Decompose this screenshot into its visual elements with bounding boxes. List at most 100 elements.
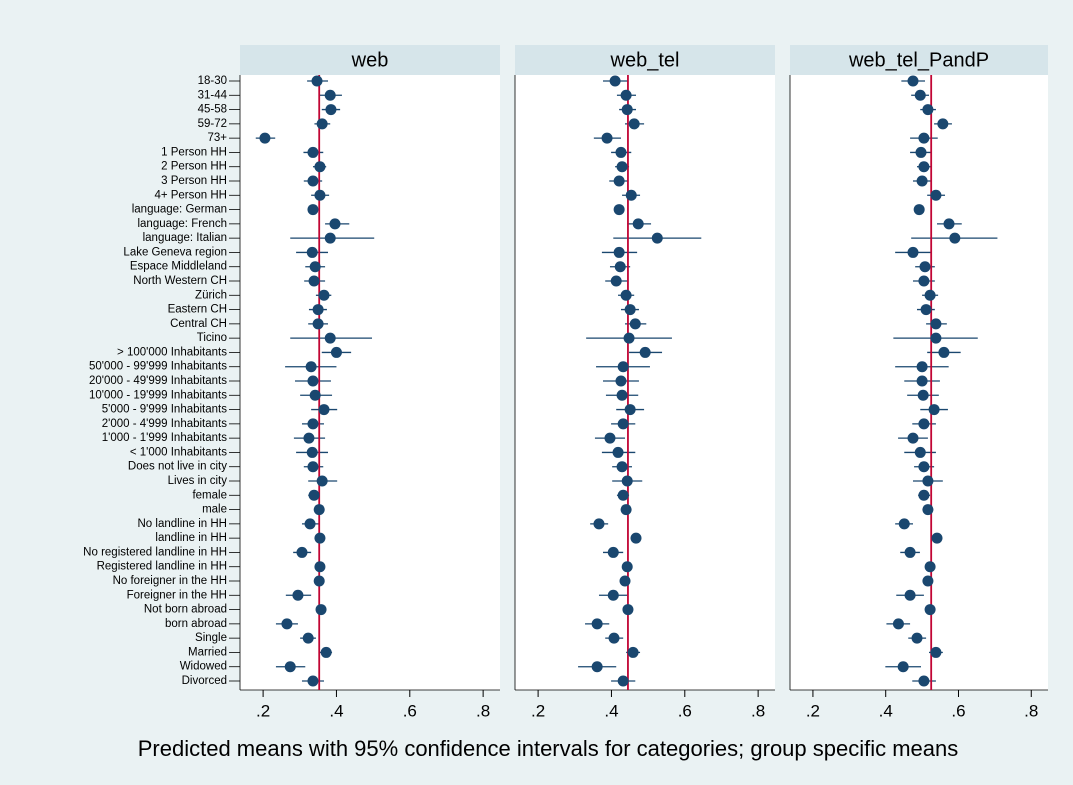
mean-dot [324, 332, 336, 344]
mean-dot [314, 189, 326, 201]
mean-dot [920, 304, 932, 316]
mean-dot [614, 261, 626, 273]
category-label: 45-58 [198, 104, 227, 116]
mean-dot [610, 275, 622, 287]
mean-dot [924, 289, 936, 301]
category-label: < 1'000 Inhabitants [130, 446, 227, 458]
mean-dot [284, 661, 296, 673]
x-tick-label: .4 [879, 701, 893, 720]
mean-dot [593, 518, 605, 530]
mean-dot [930, 318, 942, 330]
panel-header [240, 45, 500, 75]
mean-dot [911, 632, 923, 644]
mean-dot [309, 261, 321, 273]
mean-dot [312, 304, 324, 316]
mean-dot [904, 546, 916, 558]
mean-dot [619, 575, 631, 587]
mean-dot [601, 132, 613, 144]
mean-dot [907, 246, 919, 258]
mean-dot [330, 346, 342, 358]
mean-dot [313, 504, 325, 516]
mean-dot [324, 89, 336, 101]
mean-dot [915, 146, 927, 158]
mean-dot [305, 361, 317, 373]
category-label: female [192, 489, 227, 501]
x-tick-label: .2 [256, 701, 270, 720]
mean-dot [314, 561, 326, 573]
mean-dot [307, 675, 319, 687]
mean-dot [616, 389, 628, 401]
mean-dot [625, 189, 637, 201]
mean-dot [313, 575, 325, 587]
category-label: 2'000 - 4'999 Inhabitants [102, 418, 227, 430]
mean-dot [917, 389, 929, 401]
x-tick-label: .8 [476, 701, 490, 720]
category-label: landline in HH [155, 532, 227, 544]
mean-dot [259, 132, 271, 144]
category-label: 3 Person HH [161, 175, 227, 187]
plot-area [515, 75, 775, 690]
category-label: Lake Geneva region [123, 246, 227, 258]
mean-dot [613, 204, 625, 216]
mean-dot [629, 318, 641, 330]
mean-dot [930, 332, 942, 344]
mean-dot [307, 461, 319, 473]
mean-dot [630, 532, 642, 544]
category-label: 18-30 [198, 75, 227, 87]
category-label: Married [188, 646, 227, 658]
category-label: No landline in HH [138, 518, 228, 530]
chart-title: Predicted means with 95% confidence inte… [138, 736, 959, 761]
mean-dot [627, 646, 639, 658]
mean-dot [622, 604, 634, 616]
mean-dot [613, 175, 625, 187]
mean-dot [922, 475, 934, 487]
mean-dot [296, 546, 308, 558]
category-label: Central CH [170, 318, 227, 330]
category-label: 31-44 [198, 89, 228, 101]
x-tick-label: .6 [678, 701, 692, 720]
mean-dot [897, 661, 909, 673]
mean-dot [609, 75, 621, 87]
mean-dot [924, 561, 936, 573]
mean-dot [316, 118, 328, 130]
mean-dot [307, 204, 319, 216]
mean-dot [922, 504, 934, 516]
mean-dot [607, 546, 619, 558]
mean-dot [632, 218, 644, 230]
mean-dot [928, 404, 940, 416]
mean-dot [624, 304, 636, 316]
mean-dot [914, 89, 926, 101]
mean-dot [639, 346, 651, 358]
mean-dot [620, 504, 632, 516]
category-label: 1 Person HH [161, 146, 227, 158]
x-tick-label: .4 [604, 701, 618, 720]
category-label: Eastern CH [168, 304, 227, 316]
category-label: Not born abroad [144, 604, 227, 616]
mean-dot [907, 432, 919, 444]
mean-dot [303, 432, 315, 444]
x-tick-label: .8 [1024, 701, 1038, 720]
mean-dot [617, 418, 629, 430]
category-label: language: Italian [143, 232, 227, 244]
mean-dot [651, 232, 663, 244]
x-tick-label: .2 [531, 701, 545, 720]
category-label: > 100'000 Inhabitants [117, 346, 227, 358]
mean-dot [309, 389, 321, 401]
category-label: Widowed [180, 661, 227, 673]
category-label: Does not live in city [128, 461, 227, 473]
mean-dot [892, 618, 904, 630]
category-label: Ticino [197, 332, 227, 344]
category-label: 10'000 - 19'999 Inhabitants [89, 389, 227, 401]
mean-dot [930, 646, 942, 658]
mean-dot [316, 475, 328, 487]
mean-dot [314, 161, 326, 173]
mean-dot [302, 632, 314, 644]
x-tick-label: .6 [403, 701, 417, 720]
mean-dot [318, 289, 330, 301]
panel-header [790, 45, 1048, 75]
mean-dot [312, 318, 324, 330]
panel-title: web_tel [610, 49, 680, 71]
category-label: language: German [132, 204, 227, 216]
category-label: Divorced [182, 675, 227, 687]
category-label: 2 Person HH [161, 161, 227, 173]
